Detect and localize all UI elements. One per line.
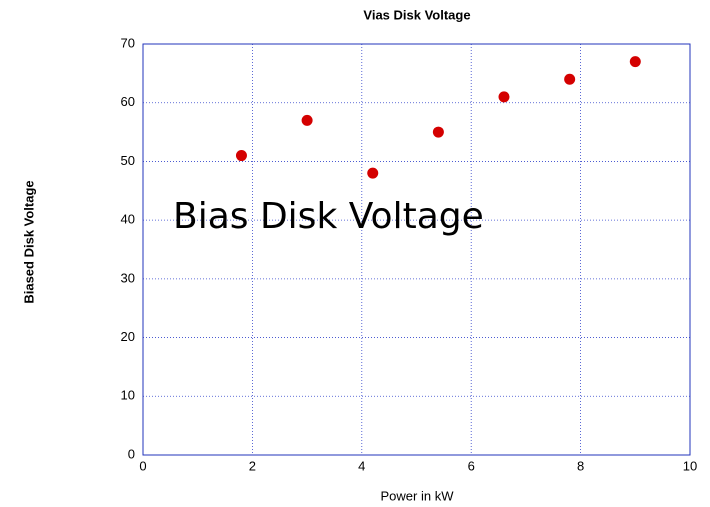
point <box>367 167 379 179</box>
y-tick-label: 70 <box>121 35 135 50</box>
y-tick-label: 40 <box>121 212 135 227</box>
point <box>432 126 444 138</box>
annotation: Bias Disk Voltage <box>173 196 484 237</box>
y-axis-label: Biased Disk Voltage <box>21 180 36 303</box>
point <box>301 114 313 126</box>
x-tick-label: 2 <box>249 458 256 473</box>
point <box>564 73 576 85</box>
x-tick-label: 8 <box>577 458 584 473</box>
y-tick-label: 30 <box>121 270 135 285</box>
x-tick-label: 10 <box>683 458 697 473</box>
plot-frame <box>142 43 691 456</box>
x-tick-label: 0 <box>139 458 146 473</box>
y-tick-label: 60 <box>121 94 135 109</box>
y-tick-label: 50 <box>121 153 135 168</box>
point <box>498 91 510 103</box>
x-tick-label: 4 <box>358 458 365 473</box>
chart-title: Vias Disk Voltage <box>363 7 470 22</box>
y-tick-label: 10 <box>121 388 135 403</box>
y-tick-label: 20 <box>121 329 135 344</box>
point <box>629 56 641 68</box>
y-tick-label: 0 <box>128 446 135 461</box>
point <box>235 150 247 162</box>
x-tick-label: 6 <box>468 458 475 473</box>
x-axis-label: Power in kW <box>381 488 455 503</box>
